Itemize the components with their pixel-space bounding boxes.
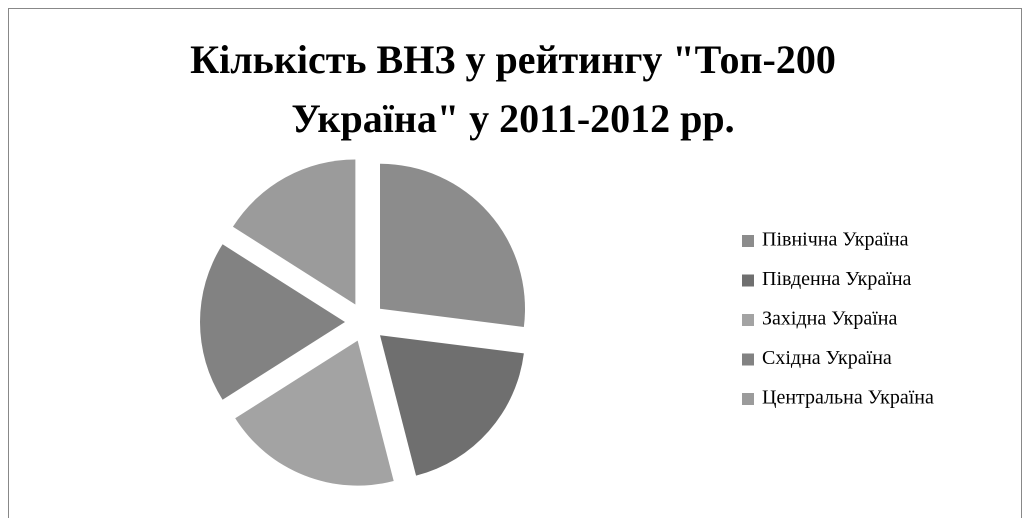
legend-swatch (742, 314, 754, 326)
pie-slice (380, 335, 524, 476)
pie-slice (200, 244, 345, 400)
legend-label: Південна Україна (762, 268, 912, 290)
legend-swatch (742, 274, 754, 287)
legend-label: Північна Україна (762, 229, 909, 251)
pie-slice (232, 159, 356, 305)
chart-title: Україна" у 2011-2012 рр. (291, 96, 734, 141)
pie-slice (235, 340, 394, 486)
legend-swatch (742, 393, 754, 405)
legend-label: Східна Україна (762, 347, 892, 369)
legend-label: Західна Україна (762, 308, 897, 330)
pie-slice (380, 163, 526, 327)
legend-swatch (742, 235, 754, 247)
legend-swatch (742, 353, 754, 366)
legend-label: Центральна Україна (762, 387, 934, 409)
chart-title: Кількість ВНЗ у рейтингу "Топ-200 (190, 37, 836, 82)
